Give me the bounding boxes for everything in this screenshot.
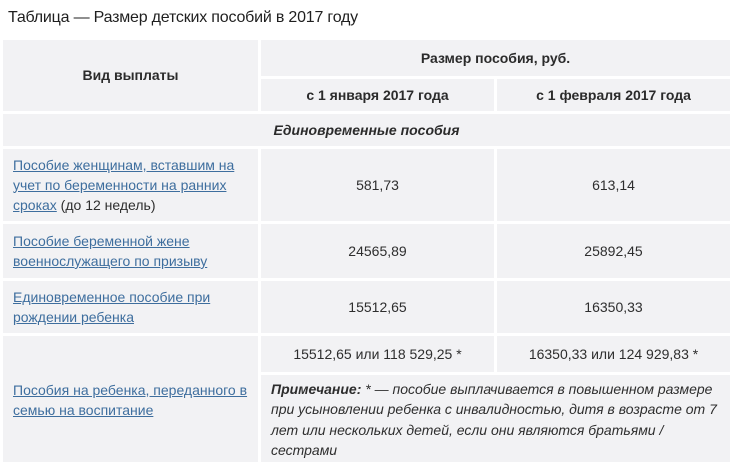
table-row-foster-note: Примечание: * — пособие выплачивается в … — [2, 371, 730, 462]
link-foster[interactable]: Пособия на ребенка, переданного в семью … — [13, 381, 248, 419]
cell-military-wife-type: Пособие беременной жене военнослужащего … — [0, 221, 261, 281]
value-foster-feb: 16350,33 или 124 929,83 * — [493, 333, 730, 375]
value-birth-feb: 16350,33 — [493, 278, 730, 336]
page-title: Таблица — Размер детских пособий в 2017 … — [8, 9, 358, 26]
header-col-january: с 1 января 2017 года — [258, 76, 497, 114]
header-row-group: Вид выплаты Размер пособия, руб. — [0, 37, 730, 114]
section-row: Единовременные пособия — [0, 111, 730, 149]
link-birth[interactable]: Единовременное пособие при рождении ребе… — [13, 288, 211, 325]
value-birth-jan: 15512,65 — [258, 278, 497, 336]
header-payment-type: Вид выплаты — [0, 37, 261, 114]
table-row-military-wife: Пособие беременной жене военнослужащего … — [0, 221, 730, 281]
cell-foster-type: Пособия на ребенка, переданного в семью … — [0, 332, 261, 462]
header-amount-group: Размер пособия, руб. — [257, 37, 730, 79]
cell-birth-type: Единовременное пособие при рождении ребе… — [0, 278, 261, 336]
benefits-table: Вид выплаты Размер пособия, руб. с 1 янв… — [0, 37, 730, 462]
value-military-wife-feb: 25892,45 — [493, 221, 730, 281]
note-cell: Примечание: * — пособие выплачивается в … — [257, 371, 730, 462]
cell-early-registration-type: Пособие женщинам, вставшим на учет по бе… — [0, 146, 261, 224]
value-foster-jan: 15512,65 или 118 529,25 * — [258, 333, 497, 375]
note-label: Примечание: — [271, 381, 362, 397]
table-row-foster: Пособия на ребенка, переданного в семью … — [0, 332, 730, 462]
note-text: * — пособие выплачивается в повышенном р… — [271, 381, 717, 458]
header-col-february: с 1 февраля 2017 года — [493, 76, 730, 114]
section-title: Единовременные пособия — [0, 111, 730, 149]
table-row-early-registration: Пособие женщинам, вставшим на учет по бе… — [0, 146, 730, 224]
link-military-wife[interactable]: Пособие беременной жене военнослужащего … — [13, 232, 208, 269]
value-military-wife-jan: 24565,89 — [258, 221, 497, 281]
value-early-registration-feb: 613,14 — [493, 146, 730, 224]
value-early-registration-jan: 581,73 — [258, 146, 497, 224]
table-row-birth: Единовременное пособие при рождении ребе… — [0, 278, 730, 336]
early-registration-suffix: (до 12 недель) — [56, 197, 156, 214]
header-row-sub: с 1 января 2017 года с 1 февраля 2017 го… — [2, 76, 730, 114]
link-early-registration[interactable]: Пособие женщинам, вставшим на учет по бе… — [13, 156, 235, 214]
